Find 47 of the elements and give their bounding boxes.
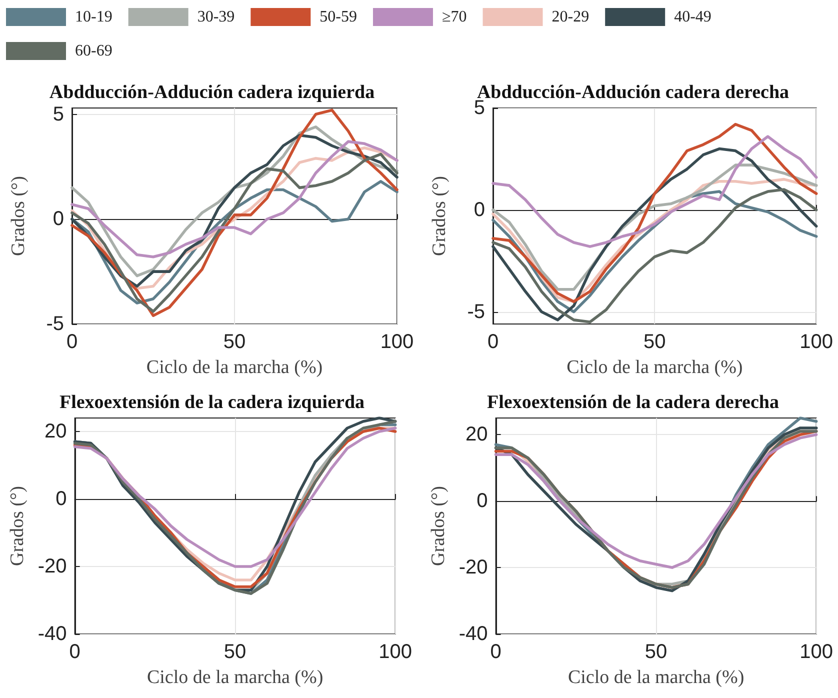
legend-label: 60-69 xyxy=(75,42,112,60)
chart-title: Abdducción-Addución cadera izquierda xyxy=(49,82,376,103)
y-tick-label: 20 xyxy=(44,420,67,442)
y-axis-title: Grados (°) xyxy=(7,486,28,566)
y-tick-label: 0 xyxy=(476,490,488,512)
y-tick-label: 20 xyxy=(466,424,488,446)
line-series xyxy=(70,152,398,313)
line-series xyxy=(492,147,818,322)
line-series xyxy=(70,140,398,258)
legend-label: 10-19 xyxy=(75,8,112,26)
y-tick-label: 0 xyxy=(52,208,64,230)
legend-label: ≥70 xyxy=(442,8,467,26)
y-tick-label: -20 xyxy=(458,556,488,579)
x-tick-label: 100 xyxy=(380,331,414,353)
y-tick-label: -5 xyxy=(46,313,64,335)
y-tick-label: -40 xyxy=(38,623,67,645)
y-axis-title: Grados (°) xyxy=(428,486,449,566)
x-tick-label: 50 xyxy=(223,331,246,353)
x-tick-label: 0 xyxy=(490,641,502,663)
line-series xyxy=(492,122,818,303)
x-axis-title: Ciclo de la marcha (%) xyxy=(146,667,324,688)
y-tick-label: -20 xyxy=(38,556,67,578)
x-tick-label: 100 xyxy=(378,641,412,663)
legend-label: 40-49 xyxy=(674,8,712,26)
x-tick-label: 50 xyxy=(224,641,246,663)
legend-label: 50-59 xyxy=(320,8,357,26)
line-series xyxy=(492,135,818,248)
y-tick-label: -5 xyxy=(467,300,485,323)
legend-label: 20-29 xyxy=(552,8,590,26)
chart-title: Flexoextensión de la cadera derecha xyxy=(487,392,780,413)
x-tick-label: 50 xyxy=(644,641,668,663)
x-axis-title: Ciclo de la marcha (%) xyxy=(566,357,743,378)
y-tick-label: 0 xyxy=(56,488,67,510)
x-tick-label: 50 xyxy=(644,331,666,353)
chart-title: Flexoextensión de la cadera izquierda xyxy=(59,392,366,413)
x-axis-title: Ciclo de la marcha (%) xyxy=(146,357,323,378)
y-axis-title: Grados (°) xyxy=(8,176,29,256)
legend-label: 30-39 xyxy=(197,8,235,26)
y-tick-label: 0 xyxy=(474,198,485,221)
line-series xyxy=(70,108,398,318)
y-tick-label: 5 xyxy=(52,103,64,126)
x-tick-label: 100 xyxy=(800,331,834,353)
y-tick-label: -40 xyxy=(458,623,488,645)
y-axis-title: Grados (°) xyxy=(429,176,450,256)
x-axis-title: Ciclo de la marcha (%) xyxy=(568,667,744,688)
x-tick-label: 100 xyxy=(800,641,834,663)
x-tick-label: 0 xyxy=(69,641,80,663)
